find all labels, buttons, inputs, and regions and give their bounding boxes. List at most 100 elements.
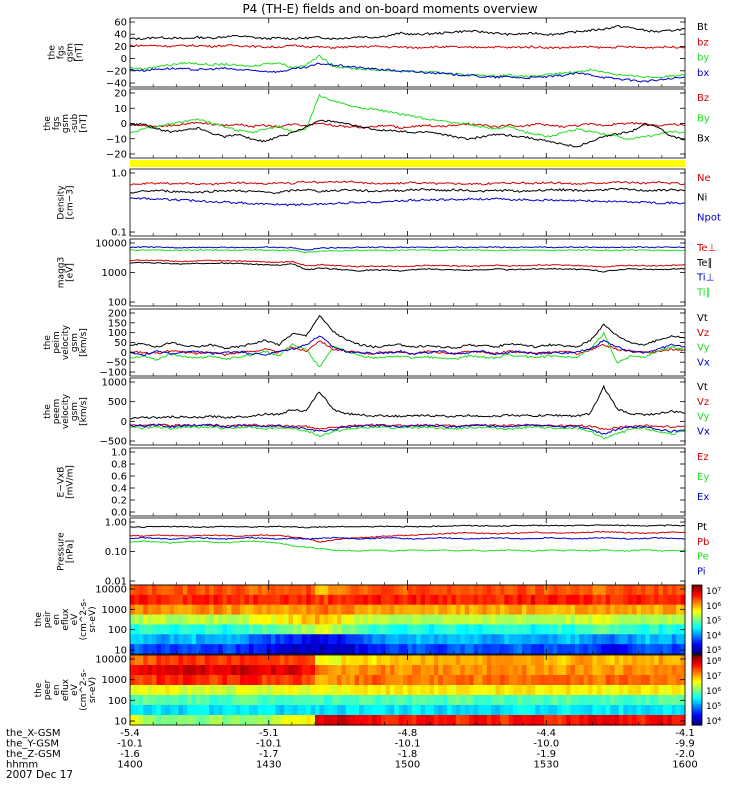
y-tick-label: 10 xyxy=(114,717,127,728)
series-Pe-line xyxy=(129,540,686,552)
heatmap-cell xyxy=(477,675,483,686)
heatmap-cell xyxy=(341,614,347,626)
heatmap-cell xyxy=(433,655,439,666)
heatmap-cell xyxy=(187,665,193,676)
heatmap-cell xyxy=(636,624,642,635)
heatmap-cell xyxy=(306,614,312,626)
heatmap-cell xyxy=(530,644,536,655)
colorbar-segment xyxy=(692,651,702,655)
heatmap-cell xyxy=(235,594,241,606)
heatmap-cell xyxy=(416,585,422,596)
heatmap-cell xyxy=(579,715,585,726)
heatmap-cell xyxy=(539,585,545,596)
legend-Te∥: Te∥ xyxy=(696,258,713,269)
heatmap-cell xyxy=(354,685,360,696)
heatmap-cell xyxy=(200,705,206,716)
heatmap-cell xyxy=(182,715,188,726)
heatmap-cell xyxy=(552,644,558,655)
heatmap-cell xyxy=(235,675,241,686)
heatmap-cell xyxy=(407,705,413,716)
heatmap-cell xyxy=(222,614,228,626)
colorbar-segment xyxy=(692,676,702,679)
heatmap-cell xyxy=(477,655,483,666)
colorbar-segment xyxy=(692,598,702,602)
heatmap-cell xyxy=(376,655,382,666)
heatmap-cell xyxy=(332,705,338,716)
heatmap-cell xyxy=(310,624,316,635)
heatmap-cell xyxy=(526,715,532,726)
heatmap-cell xyxy=(671,644,677,655)
heatmap-cell xyxy=(200,655,206,666)
heatmap-cell xyxy=(662,594,668,606)
heatmap-cell xyxy=(425,594,431,606)
heatmap-cell xyxy=(574,665,580,676)
ylabel-line: velocity xyxy=(61,324,71,360)
heatmap-cell xyxy=(174,675,180,686)
heatmap-cell xyxy=(676,695,682,706)
heatmap-cell xyxy=(411,624,417,635)
heatmap-cell xyxy=(160,604,166,616)
heatmap-cell xyxy=(592,634,598,645)
heatmap-cell xyxy=(491,685,497,696)
heatmap-cell xyxy=(676,675,682,686)
heatmap-cell xyxy=(169,695,175,706)
heatmap-cell xyxy=(257,594,263,606)
heatmap-cell xyxy=(561,624,567,635)
heatmap-cell xyxy=(248,705,254,716)
heatmap-cell xyxy=(649,675,655,686)
heatmap-cell xyxy=(403,665,409,676)
y-tick-label: 10000 xyxy=(95,655,127,666)
heatmap-cell xyxy=(288,614,294,626)
heatmap-cell xyxy=(403,695,409,706)
heatmap-cell xyxy=(182,604,188,616)
heatmap-cell xyxy=(160,685,166,696)
heatmap-cell xyxy=(372,665,378,676)
heatmap-cell xyxy=(310,614,316,626)
heatmap-cell xyxy=(658,585,664,596)
heatmap-cell xyxy=(579,675,585,686)
heatmap-cell xyxy=(332,585,338,596)
heatmap-cell xyxy=(477,644,483,655)
heatmap-cell xyxy=(526,585,532,596)
heatmap-cell xyxy=(231,585,237,596)
heatmap-cell xyxy=(473,585,479,596)
heatmap-cell xyxy=(156,604,162,616)
heatmap-cell xyxy=(407,644,413,655)
heatmap-cell xyxy=(464,675,470,686)
heatmap-cell xyxy=(389,594,395,606)
heatmap-cell xyxy=(169,644,175,655)
heatmap-cell xyxy=(279,604,285,616)
heatmap-cell xyxy=(209,705,215,716)
heatmap-cell xyxy=(270,685,276,696)
heatmap-cell xyxy=(337,705,343,716)
heatmap-cell xyxy=(623,685,629,696)
heatmap-cell xyxy=(517,624,523,635)
heatmap-cell xyxy=(530,594,536,606)
heatmap-cell xyxy=(455,594,461,606)
heatmap-cell xyxy=(218,644,224,655)
heatmap-cell xyxy=(279,614,285,626)
heatmap-cell xyxy=(297,665,303,676)
colorbar-segment xyxy=(692,610,702,614)
heatmap-cell xyxy=(645,634,651,645)
heatmap-cell xyxy=(495,624,501,635)
ylabel-line: the xyxy=(43,404,53,419)
heatmap-cell xyxy=(667,715,673,726)
panel-frame xyxy=(129,517,686,586)
series-Bt-line xyxy=(129,24,686,41)
heatmap-cell xyxy=(464,634,470,645)
heatmap-cell xyxy=(288,634,294,645)
heatmap-cell xyxy=(486,695,492,706)
y-ticks: 1.00.80.60.40.20.0 xyxy=(111,448,685,519)
heatmap-cell xyxy=(482,695,488,706)
heatmap-cell xyxy=(500,705,506,716)
heatmap-cell xyxy=(178,675,184,686)
heatmap-cell xyxy=(596,585,602,596)
colorbar-segment xyxy=(692,713,702,717)
heatmap-cell xyxy=(244,594,250,606)
heatmap-cell xyxy=(667,614,673,626)
heatmap-cell xyxy=(253,655,259,666)
heatmap-cell xyxy=(350,644,356,655)
heatmap-cell xyxy=(636,675,642,686)
heatmap-cell xyxy=(372,585,378,596)
